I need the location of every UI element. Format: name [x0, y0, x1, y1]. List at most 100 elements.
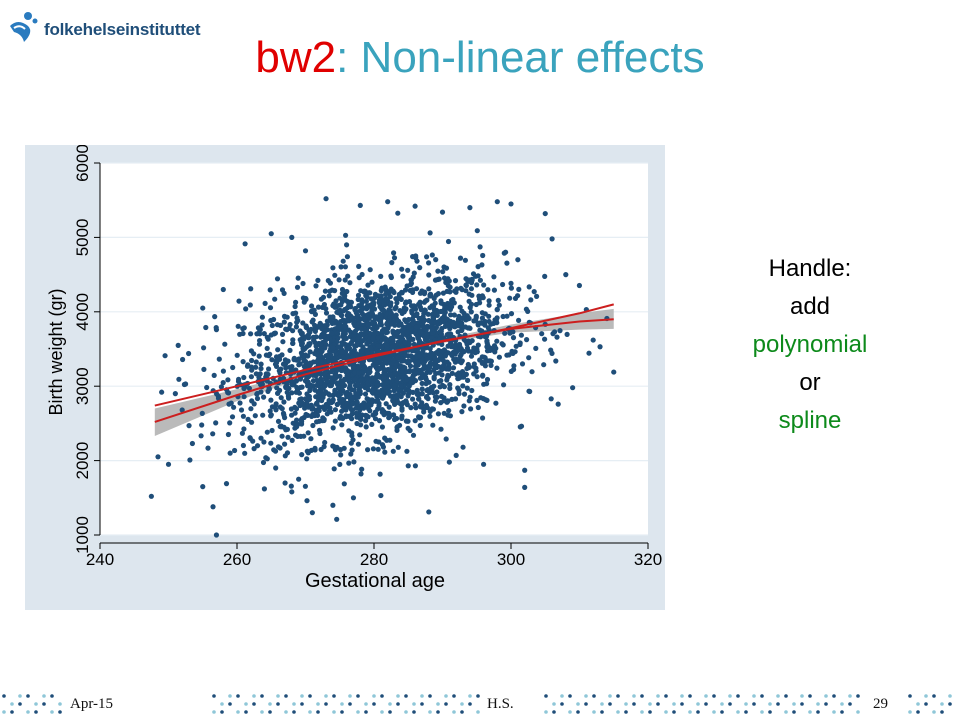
data-point: [395, 210, 401, 216]
data-point: [225, 377, 231, 383]
data-point: [307, 360, 313, 366]
data-point: [439, 209, 446, 215]
data-point: [337, 389, 343, 395]
data-point: [522, 484, 528, 490]
footer-dot: [932, 710, 936, 714]
data-point: [425, 311, 431, 317]
data-point: [275, 347, 281, 353]
footer-dot: [776, 694, 780, 698]
data-point: [404, 329, 410, 335]
footer-dot: [268, 702, 272, 706]
footer-dot: [436, 710, 440, 714]
data-point: [298, 433, 304, 439]
data-point: [394, 378, 400, 384]
data-point: [496, 354, 502, 360]
data-point: [319, 325, 325, 332]
footer-dot: [452, 694, 456, 698]
footer-dot: [736, 694, 740, 698]
data-point: [427, 413, 433, 419]
data-point: [406, 388, 412, 394]
footer-dot: [792, 702, 796, 706]
data-point: [416, 353, 422, 359]
data-point: [309, 510, 315, 516]
data-point: [405, 463, 411, 469]
footer-dot: [656, 694, 660, 698]
data-point: [241, 325, 247, 331]
data-point: [402, 287, 409, 293]
data-point: [335, 385, 342, 391]
data-point: [172, 391, 178, 397]
data-point: [357, 202, 363, 209]
data-point: [322, 288, 328, 294]
data-point: [399, 373, 405, 379]
data-point: [534, 293, 540, 299]
data-point: [327, 405, 333, 411]
data-point: [236, 298, 242, 304]
data-point: [512, 349, 518, 355]
data-point: [358, 471, 364, 477]
data-point: [264, 429, 270, 435]
footer-dot: [552, 702, 556, 706]
data-point: [417, 265, 423, 271]
data-point: [240, 442, 246, 449]
data-point: [301, 299, 307, 305]
data-point: [302, 483, 308, 489]
data-point: [376, 418, 383, 424]
footer-dot: [672, 710, 676, 714]
footer-dot: [26, 710, 30, 714]
data-point: [412, 418, 418, 424]
data-point: [155, 454, 161, 460]
data-point: [467, 305, 473, 311]
footer-dot: [856, 694, 860, 698]
data-point: [272, 330, 278, 336]
data-point: [480, 252, 486, 259]
data-point: [223, 481, 230, 487]
data-point: [427, 230, 433, 236]
data-point: [273, 465, 279, 471]
data-point: [464, 345, 471, 351]
x-tick-label: 280: [360, 550, 388, 569]
data-point: [410, 396, 416, 402]
data-point: [248, 374, 254, 380]
footer-dot: [656, 702, 660, 706]
data-point: [227, 450, 233, 456]
data-point: [234, 352, 240, 358]
data-point: [330, 265, 336, 271]
footer-dot: [412, 702, 416, 706]
data-point: [393, 394, 399, 400]
data-point: [275, 444, 281, 450]
data-point: [354, 400, 360, 406]
data-point: [491, 287, 497, 293]
footer-dot: [2, 710, 6, 714]
data-point: [308, 436, 314, 442]
data-point: [347, 391, 353, 397]
footer-dot: [832, 694, 836, 698]
data-point: [425, 367, 431, 373]
data-point: [376, 382, 382, 388]
footer-dot: [2, 694, 6, 698]
data-point: [215, 395, 222, 401]
data-point: [305, 353, 311, 359]
data-point: [235, 323, 241, 329]
data-point: [393, 331, 399, 337]
data-point: [260, 412, 266, 418]
data-point: [417, 415, 423, 421]
confidence-band: [154, 308, 614, 437]
data-point: [413, 360, 419, 366]
data-point: [342, 324, 348, 330]
data-point: [364, 294, 370, 300]
data-point: [459, 315, 465, 321]
data-point: [451, 312, 457, 318]
data-point: [383, 401, 389, 407]
data-point: [424, 387, 430, 393]
data-point: [322, 328, 328, 334]
footer-dot: [792, 710, 796, 714]
data-point: [398, 383, 404, 389]
footer-dot: [340, 702, 344, 706]
footer-dot: [720, 702, 724, 706]
data-point: [242, 241, 248, 247]
data-point: [427, 292, 433, 298]
data-point: [275, 390, 281, 396]
footer-dot: [576, 702, 580, 706]
data-point: [294, 417, 300, 423]
